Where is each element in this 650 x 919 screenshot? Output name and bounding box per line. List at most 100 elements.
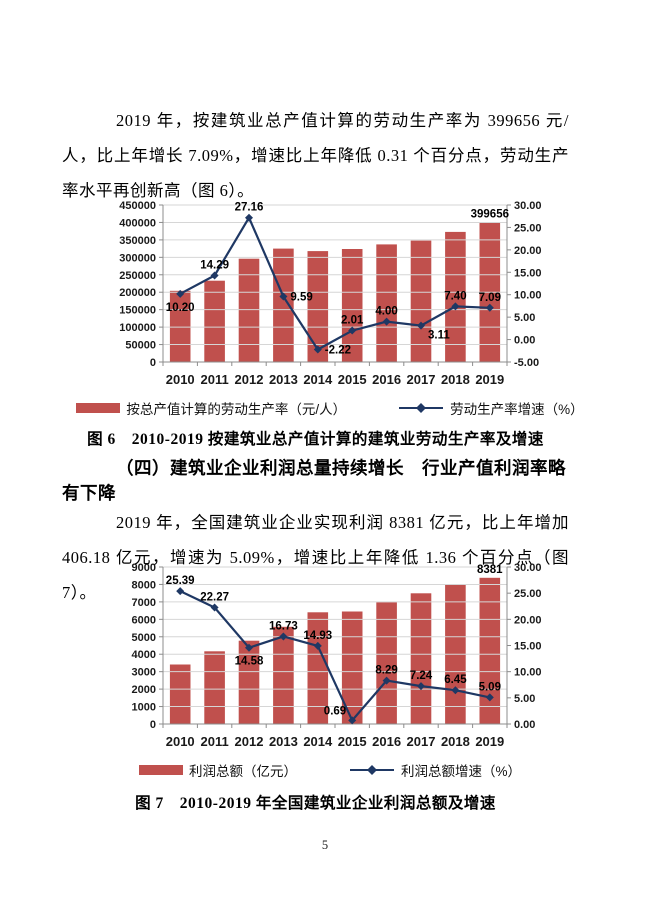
page-number: 5	[321, 838, 329, 852]
svg-text:2015: 2015	[338, 734, 367, 749]
svg-text:16.73: 16.73	[269, 620, 298, 632]
svg-text:2016: 2016	[372, 372, 401, 387]
svg-text:3.11: 3.11	[428, 330, 450, 342]
svg-text:27.16: 27.16	[235, 202, 264, 214]
svg-text:14.29: 14.29	[200, 260, 229, 272]
svg-text:10.00: 10.00	[514, 290, 542, 302]
svg-text:0.69: 0.69	[324, 705, 346, 717]
figure6-chart-svg: 0 50000 100000 150000 200000 250000 300000 3500…	[119, 200, 542, 387]
bar-swatch-icon	[138, 765, 183, 775]
svg-text:2.01: 2.01	[341, 315, 364, 327]
svg-text:0: 0	[150, 357, 156, 369]
svg-text:5000: 5000	[132, 632, 156, 644]
svg-text:2010: 2010	[166, 734, 195, 749]
svg-text:8000: 8000	[132, 579, 156, 591]
svg-text:2011: 2011	[200, 734, 228, 749]
svg-text:9.59: 9.59	[290, 292, 312, 304]
legend-label: 劳动生产率增速（%）	[450, 402, 584, 417]
figure6-chart: 0 50000 100000 150000 200000 250000 300000 3500…	[76, 196, 584, 418]
svg-text:150000: 150000	[119, 305, 156, 317]
svg-text:-2.22: -2.22	[325, 345, 351, 357]
svg-text:2019: 2019	[475, 734, 504, 749]
legend-label: 按总产值计算的劳动生产率（元/人）	[126, 402, 347, 417]
svg-text:5.09: 5.09	[479, 681, 501, 693]
svg-text:200000: 200000	[119, 287, 156, 299]
svg-text:30.00: 30.00	[514, 562, 542, 574]
svg-text:-5.00: -5.00	[514, 357, 539, 369]
svg-text:2016: 2016	[372, 734, 401, 749]
svg-text:2012: 2012	[235, 372, 264, 387]
legend-label: 利润总额（亿元）	[188, 764, 297, 779]
svg-text:2011: 2011	[200, 372, 228, 387]
line-swatch-icon	[349, 765, 394, 775]
svg-text:2013: 2013	[269, 372, 298, 387]
svg-text:4.00: 4.00	[375, 306, 397, 318]
line-swatch-icon	[399, 403, 444, 413]
svg-text:22.27: 22.27	[200, 592, 229, 604]
svg-text:50000: 50000	[125, 340, 156, 352]
bar-swatch-icon	[76, 403, 121, 413]
svg-text:7000: 7000	[132, 597, 156, 609]
svg-text:2000: 2000	[132, 684, 156, 696]
svg-text:450000: 450000	[119, 200, 156, 212]
svg-text:2017: 2017	[407, 734, 436, 749]
figure6-legend: 按总产值计算的劳动生产率（元/人） 劳动生产率增速（%）	[76, 398, 584, 418]
paragraph-profit: 2019 年，全国建筑业企业实现利润 8381 亿元，比上年增加 406.18 …	[62, 512, 569, 602]
svg-text:1000: 1000	[132, 702, 156, 714]
svg-text:5.00: 5.00	[514, 693, 535, 705]
legend-item-profit-bar: 利润总额（亿元）	[138, 760, 297, 780]
svg-text:6000: 6000	[132, 614, 156, 626]
svg-text:2013: 2013	[269, 734, 298, 749]
svg-text:14.93: 14.93	[303, 630, 332, 642]
legend-item-productivity-bar: 按总产值计算的劳动生产率（元/人）	[76, 398, 346, 418]
svg-text:9000: 9000	[132, 562, 156, 574]
section-heading: （四）建筑业企业利润总量持续增长 行业产值利润率略有下降	[62, 458, 566, 503]
svg-text:4000: 4000	[132, 649, 156, 661]
svg-text:10.00: 10.00	[514, 667, 542, 679]
svg-text:25.00: 25.00	[514, 588, 542, 600]
svg-text:300000: 300000	[119, 252, 156, 264]
svg-text:15.00: 15.00	[514, 641, 542, 653]
svg-text:6.45: 6.45	[444, 674, 467, 686]
svg-text:399656: 399656	[471, 209, 509, 221]
svg-text:20.00: 20.00	[514, 614, 542, 626]
paragraph-labor-productivity: 2019 年，按建筑业总产值计算的劳动生产率为 399656 元/人，比上年增长…	[62, 110, 569, 200]
svg-text:250000: 250000	[119, 270, 156, 282]
svg-text:15.00: 15.00	[514, 267, 542, 279]
svg-text:2017: 2017	[407, 372, 436, 387]
svg-text:0.00: 0.00	[514, 719, 535, 731]
svg-text:2010: 2010	[166, 372, 195, 387]
svg-text:2012: 2012	[235, 734, 264, 749]
svg-text:8381: 8381	[477, 564, 503, 576]
svg-text:25.39: 25.39	[166, 575, 195, 587]
svg-text:14.58: 14.58	[235, 656, 264, 668]
svg-text:2019: 2019	[475, 372, 504, 387]
svg-text:7.24: 7.24	[410, 670, 433, 682]
svg-text:7.40: 7.40	[444, 290, 466, 302]
svg-text:3000: 3000	[132, 667, 156, 679]
svg-text:350000: 350000	[119, 235, 156, 247]
svg-text:5.00: 5.00	[514, 312, 535, 324]
svg-text:400000: 400000	[119, 217, 156, 229]
svg-text:25.00: 25.00	[514, 222, 542, 234]
legend-label: 利润总额增速（%）	[400, 764, 521, 779]
svg-text:8.29: 8.29	[375, 665, 397, 677]
figure7-caption: 图 7 2010-2019 年全国建筑业企业利润总额及增速	[135, 795, 496, 812]
svg-text:30.00: 30.00	[514, 200, 542, 212]
svg-text:20.00: 20.00	[514, 245, 542, 257]
svg-text:100000: 100000	[119, 322, 156, 334]
svg-text:0.00: 0.00	[514, 335, 535, 347]
svg-text:7.09: 7.09	[479, 292, 501, 304]
figure7-chart-svg: 0 1000 2000 3000 4000 5000 6000 7000 8000 9000 0.0…	[132, 562, 542, 749]
svg-text:2015: 2015	[338, 372, 367, 387]
figure7-chart: 0 1000 2000 3000 4000 5000 6000 7000 8000 9000 0.0…	[110, 558, 550, 780]
figure7-legend: 利润总额（亿元） 利润总额增速（%）	[110, 760, 550, 780]
svg-text:2018: 2018	[441, 734, 470, 749]
legend-item-growth-line: 劳动生产率增速（%）	[398, 398, 584, 418]
svg-text:2014: 2014	[303, 372, 333, 387]
figure6-caption: 图 6 2010-2019 按建筑业总产值计算的建筑业劳动生产率及增速	[87, 431, 544, 448]
svg-text:0: 0	[150, 719, 156, 731]
svg-text:2014: 2014	[303, 734, 333, 749]
legend-item-profit-growth-line: 利润总额增速（%）	[349, 760, 521, 780]
